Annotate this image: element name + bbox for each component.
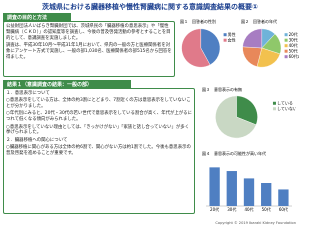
paragraph: ○意思表示をしている方は、全体の約3割にとどまり、7割近くの方は意思表示をしてい…	[6, 98, 191, 110]
legend-label: 30代	[289, 37, 298, 43]
legend-swatch	[284, 49, 288, 53]
legend-swatch	[272, 101, 276, 105]
bar	[278, 189, 289, 206]
figure-caption: 図４ 意思表示の可能性が高い年代	[202, 150, 266, 156]
pie-slice	[236, 95, 258, 126]
legend-swatch	[284, 55, 288, 59]
section-body: １．意思表示について ○意思表示をしている方は、全体の約3割にとどまり、7割近くの…	[3, 88, 195, 214]
legend-label: 20代	[289, 31, 298, 37]
section-title: 結果１（意識調査の結果：一般の部）	[3, 80, 131, 89]
x-tick-label: 50代	[262, 206, 271, 212]
pie-slice	[200, 28, 221, 66]
legend-swatch	[223, 38, 227, 42]
x-tick-label: 60代	[279, 206, 288, 212]
pie-slice	[242, 28, 262, 49]
paragraph: １．意思表示について	[6, 91, 50, 96]
legend-swatch	[284, 33, 288, 37]
x-tick-label: 40代	[244, 206, 253, 212]
bar	[243, 178, 255, 206]
legend-swatch	[272, 107, 276, 111]
bar	[226, 171, 237, 206]
legend-label: 50代	[289, 48, 298, 54]
legend-swatch	[284, 38, 288, 42]
bar	[261, 183, 272, 206]
legend-label: 女性	[228, 37, 236, 43]
legend-label: していない	[277, 105, 296, 111]
figure: 図２ 回答者の年代 20代30代40代50代60代以上	[241, 18, 299, 68]
page: {"header":{"title":"茨城県における臓器移植や慢性腎臓病に関す…	[3, 3, 299, 225]
paragraph: 公益財団法人いばらき腎臓財団では、茨城県民の「臓器移植の意思表示」や「慢性腎臓病…	[6, 24, 171, 41]
pie-slice	[181, 28, 211, 68]
pie-slice	[215, 95, 257, 139]
paragraph: ○年代別にみると、20代・30代の若い世代で意思表示をしている割合が高く、年代が…	[6, 111, 192, 123]
legend-label: 男性	[228, 31, 236, 37]
section-title: 調査の目的と方法	[3, 13, 71, 22]
legend-label: している	[277, 100, 293, 106]
paragraph: 調査は、平成30年10月～平成31年1月において、県内の一般の方と医療関係者を対…	[6, 42, 172, 60]
figure-caption: 図３ 意思表示の有無	[202, 86, 242, 92]
footer: Copyright © 2019 Ibaraki Kidney Foundati…	[215, 221, 296, 225]
section-body: 公益財団法人いばらき腎臓財団では、茨城県民の「臓器移植の意思表示」や「慢性腎臓病…	[3, 21, 175, 77]
paragraph: ２．臓器移植への関心について	[6, 137, 68, 143]
paragraph: ○臓器移植に関心がある方は全体の約6割で、関心がない方は約1割でした。今後も意思…	[6, 145, 191, 156]
title: 茨城県における臓器移植や慢性腎臓病に関する意識調査結果の概要①	[42, 3, 258, 11]
figure-caption: 図２ 回答者の年代	[241, 18, 277, 24]
x-tick-label: 20代	[210, 206, 219, 212]
legend-label: 60代以上	[289, 53, 299, 59]
legend-swatch	[223, 33, 227, 37]
bar	[209, 167, 220, 206]
figure: 図４ 意思表示の可能性が高い年代 20代 30代 40代 50代 60代	[202, 150, 292, 212]
figure-caption: 図１ 回答者の性別	[180, 18, 216, 24]
legend-label: 40代	[289, 42, 298, 48]
x-tick-label: 30代	[227, 206, 236, 212]
legend-swatch	[284, 44, 288, 48]
paragraph: ○意思表示をしていない理由としては、「きっかけがない」「家族と話し合っていない」…	[6, 124, 190, 136]
